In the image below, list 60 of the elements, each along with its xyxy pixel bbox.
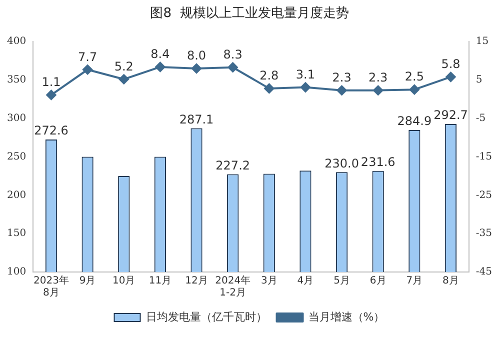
data-label: 8.0	[186, 48, 206, 63]
data-label: 2.3	[332, 70, 352, 84]
x-tick-label: 11月	[148, 276, 172, 287]
point	[192, 63, 202, 74]
x-tick-label: 12月	[185, 276, 208, 287]
point	[446, 72, 456, 82]
chart-title: 图8 规模以上工业发电量月度走势	[150, 5, 349, 22]
point	[82, 64, 93, 75]
legend-label: 日均发电量（亿千瓦时）	[146, 310, 267, 324]
y2-tick-label: -25	[476, 190, 492, 201]
data-label: 230.0	[324, 156, 359, 170]
point	[409, 84, 420, 95]
point	[373, 85, 384, 96]
data-label: 287.1	[179, 112, 214, 126]
data-label: 3.1	[296, 67, 316, 82]
y-tick-label: 250	[6, 151, 26, 162]
x-tick-label: 5月	[334, 276, 350, 287]
x-tick-label: 6月	[370, 276, 386, 287]
data-label: 227.2	[216, 158, 250, 172]
point	[228, 62, 238, 72]
data-label: 272.6	[34, 124, 68, 138]
y2-tick-label: 15	[476, 36, 489, 48]
y-tick-label: 400	[6, 36, 26, 48]
y-tick-label: 150	[6, 228, 26, 240]
point	[336, 85, 347, 96]
y2-tick-label: -5	[476, 112, 486, 124]
data-label: 292.7	[434, 108, 468, 122]
y2-tick-label: -15	[476, 151, 492, 162]
data-label: 2.5	[404, 70, 424, 84]
y-tick-label: 100	[6, 266, 26, 278]
data-label: 284.9	[397, 114, 432, 128]
data-label: 5.8	[441, 57, 460, 72]
data-label: 231.6	[360, 155, 396, 170]
data-label: 8.3	[223, 47, 242, 62]
point	[46, 90, 56, 100]
point	[300, 82, 310, 92]
x-tick-label: 2023年 8月	[34, 274, 69, 299]
point	[155, 62, 166, 72]
x-tick-label: 7月	[406, 276, 423, 287]
data-label: 8.4	[150, 47, 170, 62]
point	[118, 74, 129, 84]
data-label: 7.7	[78, 50, 98, 64]
x-tick-label: 3月	[260, 276, 278, 287]
x-tick-label: 2024年 1-2月	[215, 274, 251, 299]
y2-tick-label: -35	[476, 228, 492, 240]
legend-label: 当月增速（%）	[308, 310, 385, 324]
data-label: 2.3	[368, 70, 388, 84]
y-tick-label: 200	[6, 190, 26, 201]
point	[264, 83, 274, 94]
x-tick-label: 9月	[79, 276, 96, 287]
x-tick-label: 4月	[297, 276, 314, 287]
x-tick-label: 8月	[442, 276, 459, 287]
y2-tick-label: -45	[476, 266, 492, 278]
y-tick-label: 350	[6, 74, 26, 86]
data-label: 1.1	[42, 75, 61, 90]
y-tick-label: 300	[6, 112, 26, 124]
data-label: 2.8	[260, 68, 279, 83]
x-tick-label: 10月	[112, 276, 136, 287]
data-label: 5.2	[114, 59, 134, 74]
y2-tick-label: 5	[476, 74, 482, 86]
